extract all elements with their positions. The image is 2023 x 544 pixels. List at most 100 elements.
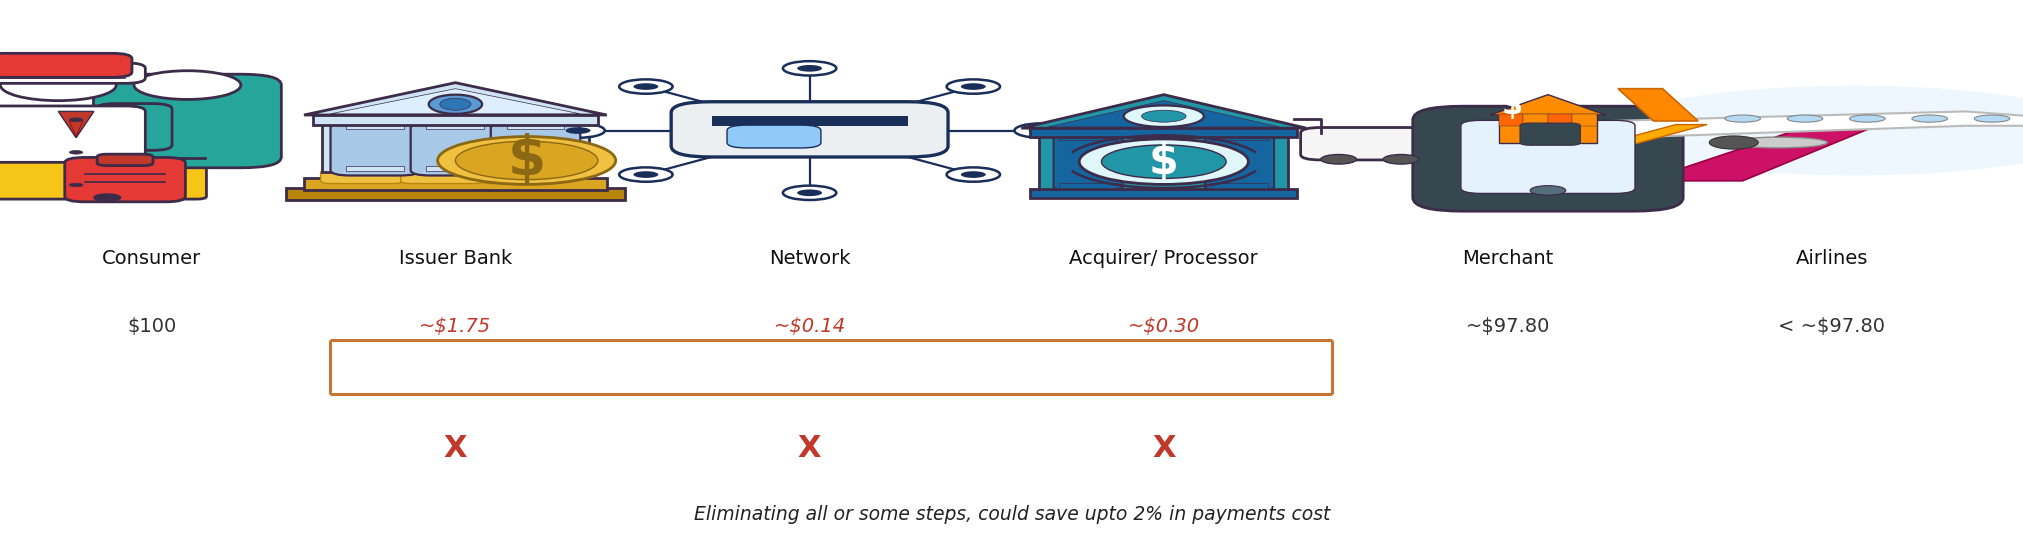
Ellipse shape xyxy=(1972,115,2009,122)
Polygon shape xyxy=(1489,95,1604,115)
Text: Airlines: Airlines xyxy=(1794,249,1867,268)
Circle shape xyxy=(1382,154,1418,164)
Polygon shape xyxy=(330,89,581,114)
Circle shape xyxy=(1141,110,1185,122)
Circle shape xyxy=(1101,145,1226,178)
FancyBboxPatch shape xyxy=(1461,120,1635,194)
Bar xyxy=(712,116,906,126)
Circle shape xyxy=(1123,106,1204,127)
Circle shape xyxy=(961,171,985,178)
Circle shape xyxy=(69,151,83,154)
FancyBboxPatch shape xyxy=(303,178,607,190)
Text: < ~$97.80: < ~$97.80 xyxy=(1778,317,1883,336)
Text: $100: $100 xyxy=(127,317,176,336)
Circle shape xyxy=(93,194,121,201)
Polygon shape xyxy=(303,83,607,115)
Circle shape xyxy=(134,71,241,100)
Circle shape xyxy=(1529,186,1566,195)
Bar xyxy=(427,125,483,129)
Circle shape xyxy=(783,61,835,76)
Circle shape xyxy=(797,189,821,196)
Text: ~$1.75: ~$1.75 xyxy=(419,317,492,336)
Text: ~$0.14: ~$0.14 xyxy=(773,317,846,336)
FancyBboxPatch shape xyxy=(65,157,186,202)
Bar xyxy=(346,125,405,129)
Ellipse shape xyxy=(1912,115,1946,122)
Polygon shape xyxy=(1608,112,2023,137)
Circle shape xyxy=(550,123,605,138)
FancyBboxPatch shape xyxy=(1519,123,1580,145)
Text: Eliminating all or some steps, could save upto 2% in payments cost: Eliminating all or some steps, could sav… xyxy=(694,505,1329,523)
Text: $: $ xyxy=(1501,91,1521,120)
Ellipse shape xyxy=(1608,85,2023,175)
Bar xyxy=(1523,114,1548,126)
Circle shape xyxy=(564,127,591,134)
Polygon shape xyxy=(69,121,83,137)
Bar xyxy=(506,166,564,171)
Bar xyxy=(1548,114,1572,126)
Circle shape xyxy=(619,79,672,94)
Circle shape xyxy=(947,79,999,94)
Text: X: X xyxy=(1151,434,1175,463)
Circle shape xyxy=(1707,136,1758,149)
Bar xyxy=(1210,135,1268,140)
Bar xyxy=(1038,132,1289,189)
Bar xyxy=(1058,135,1117,140)
Circle shape xyxy=(947,168,999,182)
Circle shape xyxy=(1014,123,1068,138)
Circle shape xyxy=(1078,139,1248,184)
Text: X: X xyxy=(797,434,821,463)
FancyBboxPatch shape xyxy=(726,125,821,148)
Text: $: $ xyxy=(508,133,546,188)
Bar xyxy=(0,75,125,78)
Bar xyxy=(322,122,589,172)
FancyBboxPatch shape xyxy=(93,74,281,168)
FancyBboxPatch shape xyxy=(95,103,172,150)
Polygon shape xyxy=(1022,95,1305,128)
Text: $: $ xyxy=(1149,141,1177,183)
FancyBboxPatch shape xyxy=(285,188,625,200)
FancyBboxPatch shape xyxy=(1412,106,1683,211)
Circle shape xyxy=(633,83,657,90)
FancyBboxPatch shape xyxy=(672,102,947,157)
Ellipse shape xyxy=(1786,115,1823,122)
FancyBboxPatch shape xyxy=(0,156,206,199)
Polygon shape xyxy=(1616,89,1697,121)
Text: X: X xyxy=(443,434,467,463)
FancyBboxPatch shape xyxy=(401,170,483,183)
Ellipse shape xyxy=(1724,115,1760,122)
Bar xyxy=(1210,183,1268,188)
Text: ~$0.30: ~$0.30 xyxy=(1127,317,1200,336)
Text: Issuer Bank: Issuer Bank xyxy=(399,249,512,268)
Circle shape xyxy=(1028,127,1054,134)
Circle shape xyxy=(633,171,657,178)
Circle shape xyxy=(783,186,835,200)
FancyBboxPatch shape xyxy=(97,154,154,165)
FancyBboxPatch shape xyxy=(1204,134,1274,189)
Bar xyxy=(1499,114,1596,143)
FancyBboxPatch shape xyxy=(1301,127,1438,160)
FancyBboxPatch shape xyxy=(320,170,403,183)
Bar xyxy=(506,125,564,129)
Circle shape xyxy=(69,118,83,121)
Circle shape xyxy=(961,83,985,90)
Bar xyxy=(1058,183,1117,188)
Circle shape xyxy=(69,183,83,187)
Bar xyxy=(1572,114,1596,126)
Ellipse shape xyxy=(1849,115,1883,122)
Polygon shape xyxy=(59,112,93,138)
Circle shape xyxy=(1321,154,1355,164)
Bar xyxy=(1030,128,1297,137)
Circle shape xyxy=(619,168,672,182)
Bar xyxy=(1030,189,1297,197)
Bar xyxy=(427,166,483,171)
Bar xyxy=(1499,114,1523,126)
Polygon shape xyxy=(1048,101,1279,127)
Text: Merchant: Merchant xyxy=(1461,249,1554,268)
Circle shape xyxy=(437,137,615,184)
Text: Acquirer/ Processor: Acquirer/ Processor xyxy=(1068,249,1258,268)
Bar xyxy=(346,166,405,171)
Ellipse shape xyxy=(439,98,471,110)
Bar xyxy=(314,115,597,125)
Ellipse shape xyxy=(1728,137,1827,148)
